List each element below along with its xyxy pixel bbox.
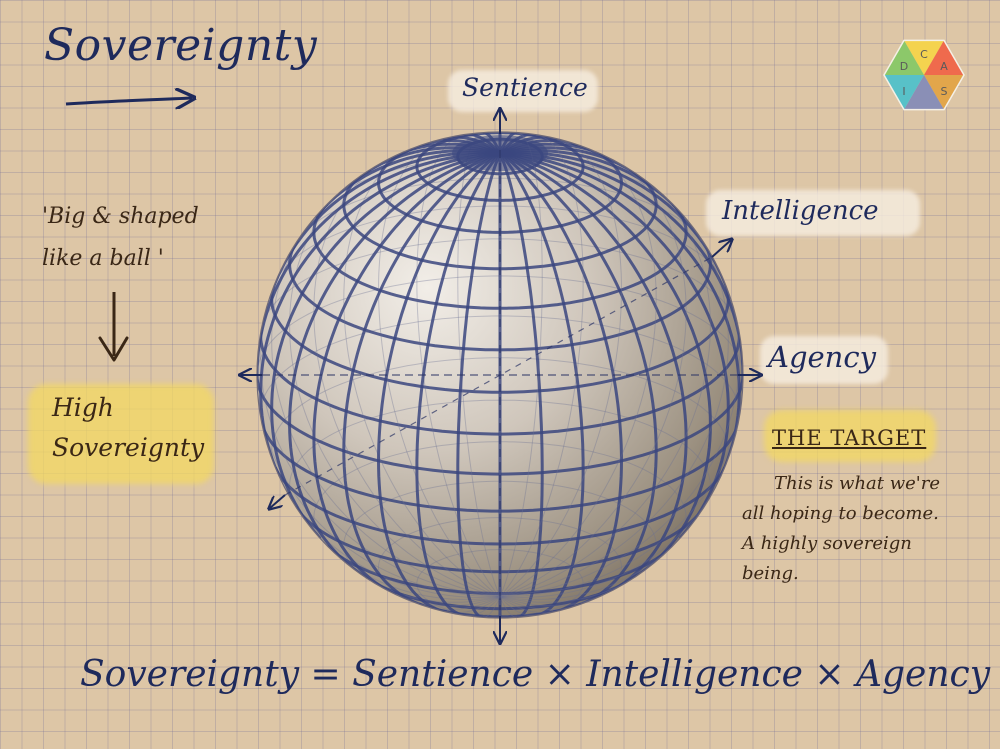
sphere-longitude-back bbox=[499, 596, 579, 610]
sphere-longitude-line bbox=[273, 151, 501, 284]
sphere-longitude-line bbox=[498, 152, 544, 618]
title-underline-arrow bbox=[65, 98, 192, 104]
sphere-longitude-back bbox=[343, 146, 501, 598]
sphere-longitude-back bbox=[499, 176, 711, 598]
sphere-latitude-line bbox=[342, 168, 658, 271]
sphere-longitude-line bbox=[288, 151, 501, 579]
sphere-longitude-line bbox=[342, 151, 501, 607]
sphere-latitude-line bbox=[259, 419, 741, 513]
sphere-longitude-back bbox=[499, 138, 623, 598]
intelligence-axis-label: Intelligence bbox=[722, 196, 879, 226]
sphere-longitude-back bbox=[416, 134, 501, 598]
sphere-longitude-line bbox=[270, 151, 501, 540]
sphere-longitude-back bbox=[260, 282, 501, 598]
sphere-longitude-back bbox=[499, 596, 534, 617]
sphere-longitude-back bbox=[482, 596, 501, 618]
sphere-latitude-line bbox=[312, 202, 688, 310]
target-heading: THE TARGET bbox=[772, 426, 927, 450]
sovereignty-formula: Sovereignty = Sentience × Intelligence ×… bbox=[80, 654, 991, 695]
sphere-latitude-line bbox=[259, 329, 741, 436]
agency-axis-label: Agency bbox=[768, 340, 876, 374]
down-arrow-brown-head bbox=[98, 336, 129, 362]
sentience-label-backdrop bbox=[448, 70, 598, 112]
logo-letter-c: C bbox=[920, 48, 928, 61]
sphere-longitude-line bbox=[376, 151, 501, 614]
agency-label-backdrop bbox=[760, 336, 888, 384]
sphere-longitude-line bbox=[499, 151, 712, 579]
sphere-longitude-line bbox=[415, 152, 502, 617]
sphere-longitude-line bbox=[498, 152, 585, 617]
sphere-longitude-back bbox=[499, 596, 518, 618]
sphere-latitude-line bbox=[257, 374, 743, 476]
sphere-longitude-back bbox=[377, 138, 501, 598]
lower-left-arrow bbox=[270, 494, 286, 508]
sphere-longitude-back bbox=[499, 537, 681, 600]
sphere-longitude-line bbox=[499, 151, 730, 540]
intelligence-label-backdrop bbox=[706, 190, 920, 236]
sphere-longitude-back bbox=[499, 157, 687, 598]
logo-letter-s: S bbox=[941, 85, 948, 98]
sphere-longitude-back bbox=[499, 473, 723, 598]
page-title: Sovereignty bbox=[44, 20, 318, 71]
high-sovereignty-highlight bbox=[28, 384, 214, 484]
sphere-longitude-back bbox=[499, 594, 605, 607]
sphere-longitude-line bbox=[499, 151, 624, 614]
sphere-latitude-back bbox=[257, 275, 743, 376]
logo-letter-d: D bbox=[900, 60, 908, 73]
logo-hexagon: C A S I D bbox=[883, 39, 965, 111]
sphere-longitude-back bbox=[499, 146, 657, 598]
sphere-longitude-line bbox=[499, 151, 688, 596]
sphere-longitude-back bbox=[499, 596, 554, 614]
sphere-longitude-line bbox=[257, 151, 501, 383]
sphere-longitude-back bbox=[499, 382, 743, 598]
sphere-longitude-line bbox=[499, 151, 743, 383]
sphere-longitude-line bbox=[259, 151, 501, 475]
diagonal-axis-dashed bbox=[284, 256, 713, 496]
sphere-longitude-back bbox=[466, 596, 501, 617]
logo-letter-a: A bbox=[940, 60, 948, 73]
high-sovereignty-note: High Sovereignty bbox=[52, 393, 205, 462]
sphere-longitude-line bbox=[456, 152, 502, 618]
sphere-longitude-line bbox=[499, 151, 658, 607]
big-ball-quote: 'Big & shaped like a ball ' bbox=[42, 204, 199, 271]
sphere-latitude-line bbox=[294, 505, 706, 574]
target-heading-highlight bbox=[764, 410, 936, 462]
sphere-longitude-line bbox=[312, 151, 501, 596]
target-description: This is what we're all hoping to become.… bbox=[742, 473, 940, 584]
sphere-longitude-back bbox=[499, 216, 729, 598]
sentience-axis-label: Sentience bbox=[462, 73, 588, 102]
sphere-longitude-back bbox=[499, 282, 740, 598]
sphere-longitude-back bbox=[499, 576, 636, 603]
logo-letter-i: I bbox=[902, 85, 905, 98]
intelligence-arrow bbox=[711, 240, 731, 258]
sphere-longitude-line bbox=[499, 151, 727, 284]
sphere-longitude-back bbox=[499, 134, 584, 598]
